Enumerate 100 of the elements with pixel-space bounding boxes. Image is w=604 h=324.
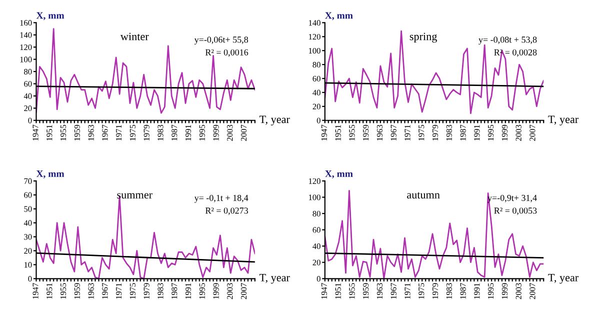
y-tick-label: 80 bbox=[312, 210, 320, 216]
y-tick-label: 20 bbox=[24, 248, 32, 254]
y-tick-label: 60 bbox=[312, 227, 320, 233]
x-tick-label: 1979 bbox=[144, 283, 150, 299]
x-tick-label: 1955 bbox=[349, 124, 355, 140]
x-tick-label: 1975 bbox=[130, 124, 136, 140]
y-tick-label: 120 bbox=[308, 34, 320, 40]
x-tick-label: 1963 bbox=[376, 283, 383, 299]
y-tick-label: 0 bbox=[316, 118, 320, 124]
y-tick-label: 0 bbox=[28, 118, 32, 124]
x-tick-label: 1947 bbox=[321, 124, 327, 140]
line-series bbox=[324, 30, 544, 114]
y-tick-label: 0 bbox=[28, 276, 32, 282]
line-series bbox=[36, 28, 255, 114]
x-tick-label: 2007 bbox=[530, 124, 536, 141]
y-tick-label: 20 bbox=[312, 104, 320, 110]
y-tick-label: 60 bbox=[24, 81, 32, 87]
x-tick-label: 2007 bbox=[530, 283, 536, 300]
x-tick-label: 1995 bbox=[488, 124, 494, 140]
x-tick-label: 1983 bbox=[446, 283, 452, 299]
x-tick-label: 1967 bbox=[102, 283, 108, 299]
annotation: R² = 0,0273 bbox=[205, 208, 248, 215]
y-tick-label: 50 bbox=[24, 206, 32, 212]
y-tick-label: 120 bbox=[308, 178, 320, 184]
x-tick-label: 1991 bbox=[474, 125, 480, 140]
y-tick-label: 60 bbox=[24, 192, 32, 198]
x-tick-label: 2003 bbox=[516, 283, 522, 300]
x-tick-label: 1963 bbox=[88, 124, 94, 140]
y-axis-title: X, mm bbox=[36, 170, 64, 178]
x-tick-label: 1999 bbox=[213, 283, 219, 299]
x-tick-label: 1959 bbox=[74, 124, 80, 140]
y-tick-label: 100 bbox=[308, 194, 320, 200]
x-tick-label: 1967 bbox=[390, 283, 396, 299]
x-axis-title: T, year bbox=[260, 274, 290, 284]
x-tick-label: 1999 bbox=[502, 124, 508, 140]
y-axis-title: X, mm bbox=[325, 12, 353, 20]
x-tick-label: 1979 bbox=[144, 124, 150, 140]
x-tick-label: 1983 bbox=[158, 283, 164, 299]
x-tick-label: 1955 bbox=[60, 283, 66, 299]
y-tick-label: 30 bbox=[24, 234, 32, 240]
y-tick-label: 80 bbox=[312, 62, 320, 68]
x-tick-label: 1955 bbox=[60, 124, 66, 140]
x-tick-label: 1971 bbox=[404, 283, 410, 299]
x-tick-label: 1975 bbox=[130, 283, 136, 299]
x-tick-label: 1991 bbox=[474, 283, 480, 299]
x-tick-label: 1995 bbox=[199, 283, 205, 299]
y-tick-label: 140 bbox=[20, 32, 32, 38]
x-tick-label: 1947 bbox=[32, 283, 38, 299]
y-tick-label: 60 bbox=[312, 76, 320, 82]
y-tick-label: 40 bbox=[24, 220, 32, 226]
x-tick-label: 1947 bbox=[321, 283, 327, 299]
x-tick-label: 1951 bbox=[335, 125, 341, 140]
x-tick-label: 1987 bbox=[460, 124, 466, 140]
x-axis-title: T, year bbox=[260, 116, 290, 126]
y-tick-label: 20 bbox=[24, 106, 32, 112]
x-tick-label: 1971 bbox=[404, 125, 410, 140]
x-tick-label: 1951 bbox=[335, 283, 341, 299]
y-tick-label: 0 bbox=[316, 276, 320, 282]
x-axis-title: T, year bbox=[548, 274, 579, 284]
x-tick-label: 1999 bbox=[502, 283, 508, 299]
annotation: y= -0,1t + 18,4 bbox=[194, 194, 248, 203]
text: autumn bbox=[407, 192, 440, 199]
x-tick-label: 1979 bbox=[432, 283, 438, 299]
x-tick-label: 1995 bbox=[199, 124, 205, 140]
y-tick-label: 100 bbox=[20, 56, 32, 62]
y-axis-title: X, mm bbox=[36, 12, 64, 20]
y-tick-label: 140 bbox=[308, 20, 320, 26]
x-tick-label: 1975 bbox=[418, 283, 424, 299]
x-tick-label: 1999 bbox=[213, 124, 219, 140]
x-tick-label: 1947 bbox=[32, 124, 38, 140]
x-tick-label: 1959 bbox=[363, 283, 369, 299]
text: winter bbox=[120, 32, 149, 40]
y-tick-label: 120 bbox=[20, 44, 32, 50]
y-tick-label: 160 bbox=[20, 20, 32, 26]
x-tick-label: 1987 bbox=[172, 124, 178, 140]
x-tick-label: 1959 bbox=[74, 283, 80, 299]
y-tick-label: 100 bbox=[308, 48, 320, 54]
x-tick-label: 1951 bbox=[46, 125, 52, 140]
x-tick-label: 1967 bbox=[102, 124, 108, 140]
x-tick-label: 1963 bbox=[376, 124, 383, 140]
annotation: R² = 0,0053 bbox=[494, 208, 537, 215]
x-tick-label: 2003 bbox=[227, 283, 233, 300]
x-tick-label: 1995 bbox=[488, 283, 494, 299]
y-axis-title: X, mm bbox=[325, 170, 353, 178]
annotation: y= -0,08t + 53,8 bbox=[478, 36, 537, 45]
x-tick-label: 1975 bbox=[418, 124, 424, 140]
y-tick-label: 40 bbox=[312, 243, 320, 250]
x-tick-label: 1987 bbox=[460, 283, 466, 299]
x-tick-label: 1971 bbox=[116, 283, 122, 299]
x-tick-label: 1983 bbox=[158, 124, 164, 140]
x-tick-label: 1967 bbox=[390, 124, 396, 140]
text: spring bbox=[410, 32, 437, 43]
x-tick-label: 2003 bbox=[227, 124, 233, 141]
x-tick-label: 1991 bbox=[185, 125, 192, 140]
x-tick-label: 1971 bbox=[116, 125, 122, 140]
x-tick-label: 2007 bbox=[240, 283, 247, 300]
x-tick-label: 1983 bbox=[446, 124, 452, 140]
annotation: R² = 0,0016 bbox=[205, 49, 248, 57]
x-tick-label: 2003 bbox=[516, 124, 522, 141]
x-tick-label: 1955 bbox=[349, 283, 355, 299]
